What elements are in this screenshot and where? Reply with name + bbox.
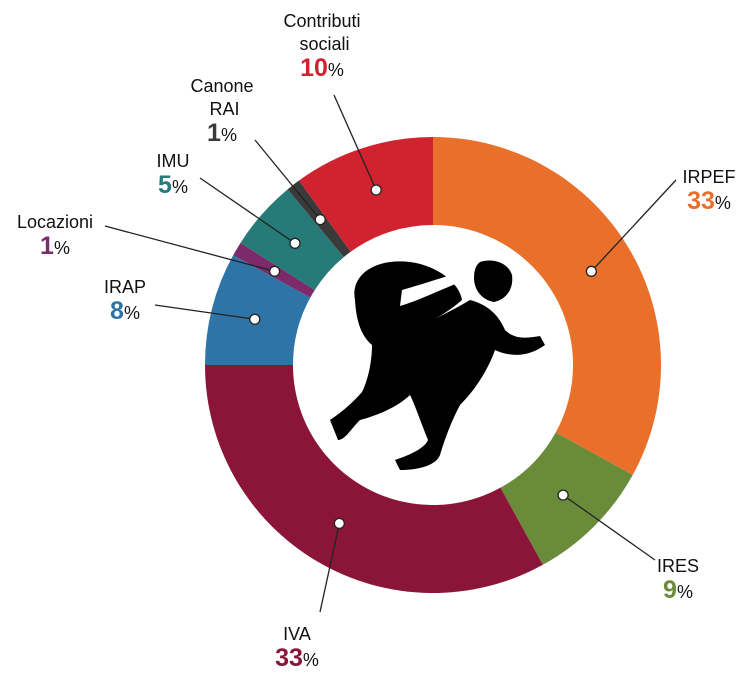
leader-dot (585, 265, 598, 277)
value-label: 10% (300, 54, 344, 82)
value-label: 33% (687, 187, 731, 215)
thief-silhouette (330, 260, 545, 470)
leader-line (333, 94, 377, 191)
leader-line (104, 225, 275, 272)
donut-slice (433, 137, 661, 475)
leader-line (254, 139, 321, 221)
slice-label: Canone RAI (190, 76, 253, 119)
leader-dot (314, 213, 326, 226)
leader-dot (268, 265, 281, 277)
leader-dot (249, 313, 261, 325)
slice-label: IRPEF (682, 167, 735, 187)
donut-slice (205, 255, 311, 365)
slice-label: Contributi sociali (283, 11, 360, 54)
value-label: 9% (663, 576, 693, 604)
value-label: 33% (275, 644, 319, 672)
donut-slice (205, 365, 543, 594)
leader-dot (557, 489, 569, 501)
value-label: 1% (40, 232, 70, 260)
value-label: 8% (110, 297, 140, 325)
slice-label: IRAP (104, 277, 146, 297)
leader-line (319, 523, 340, 613)
leader-line (154, 304, 255, 320)
leader-dot (333, 517, 345, 530)
value-label: 1% (207, 119, 237, 147)
value-label: 5% (158, 171, 188, 199)
slice-label: IRES (657, 556, 699, 576)
donut-slice (298, 137, 433, 252)
slice-label: IMU (157, 151, 190, 171)
leader-line (562, 494, 656, 561)
slice-label: IVA (283, 624, 311, 644)
leader-dot (370, 184, 382, 196)
leader-dot (289, 237, 301, 249)
slice-label: Locazioni (17, 212, 93, 232)
leader-line (590, 179, 677, 272)
leader-line (199, 177, 296, 244)
